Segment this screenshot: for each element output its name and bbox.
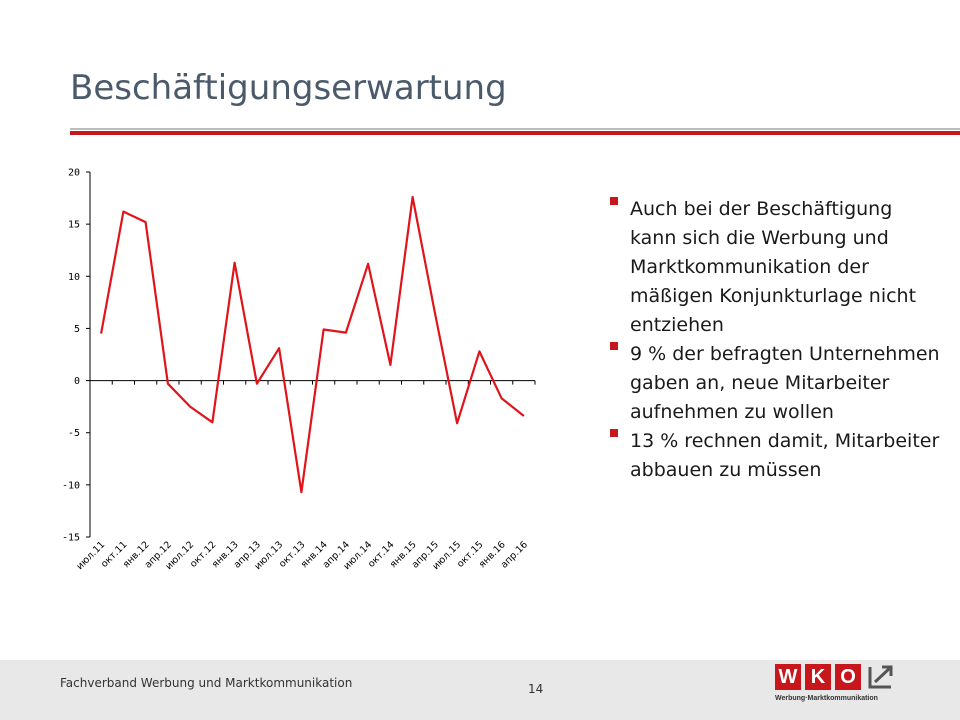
- logo-subtext: Werbung·Marktkommunikation: [775, 695, 878, 702]
- y-tick-label: 10: [68, 272, 80, 283]
- bullet-text: Auch bei der Beschäftigung kann sich die…: [630, 198, 917, 336]
- slide-title: Beschäftigungserwartung: [70, 68, 507, 108]
- bullet-item: Auch bei der Beschäftigung kann sich die…: [610, 195, 940, 340]
- title-divider: [70, 128, 960, 130]
- bullet-marker: [610, 429, 618, 437]
- wko-logo: W K O Werbung·Marktkommunikation: [775, 660, 897, 706]
- logo-letter: K: [805, 664, 831, 690]
- bullet-text: 13 % rechnen damit, Mitarbeiter abbauen …: [630, 430, 940, 481]
- chart-axes: [86, 171, 536, 538]
- y-tick-label: 15: [68, 220, 80, 231]
- bullet-item: 13 % rechnen damit, Mitarbeiter abbauen …: [610, 427, 940, 485]
- series-line: [100, 195, 525, 494]
- employment-expectation-chart: 20 15 10 5 0 -5 -10 -15 июл.11окт.11янв.12апр.1…: [62, 168, 536, 572]
- y-tick-labels: 20 15 10 5 0 -5 -10 -15: [62, 168, 80, 544]
- y-tick-label: -15: [62, 533, 80, 544]
- bullet-list: Auch bei der Beschäftigung kann sich die…: [610, 195, 940, 485]
- logo-letter: O: [835, 664, 861, 690]
- bullet-item: 9 % der befragten Unternehmen gaben an, …: [610, 340, 940, 427]
- bullet-marker: [610, 342, 618, 350]
- y-tick-label: 5: [74, 324, 80, 335]
- x-tick-label: июл.11: [74, 539, 107, 572]
- y-tick-label: -10: [62, 480, 80, 491]
- page-number: 14: [528, 682, 544, 696]
- logo-arrow-icon: [868, 665, 893, 689]
- logo-letter: W: [775, 664, 801, 690]
- y-tick-label: 0: [74, 376, 80, 387]
- bullet-text: 9 % der befragten Unternehmen gaben an, …: [630, 343, 940, 423]
- x-tick-labels: июл.11окт.11янв.12апр.12июл.12окт.12янв.…: [74, 539, 530, 572]
- y-tick-label: -5: [68, 428, 80, 439]
- title-accent-divider: [70, 131, 960, 135]
- bullet-marker: [610, 197, 618, 205]
- footer-organization: Fachverband Werbung und Marktkommunikati…: [60, 676, 353, 690]
- footer-bar: Fachverband Werbung und Marktkommunikati…: [0, 660, 960, 720]
- y-tick-label: 20: [68, 168, 80, 179]
